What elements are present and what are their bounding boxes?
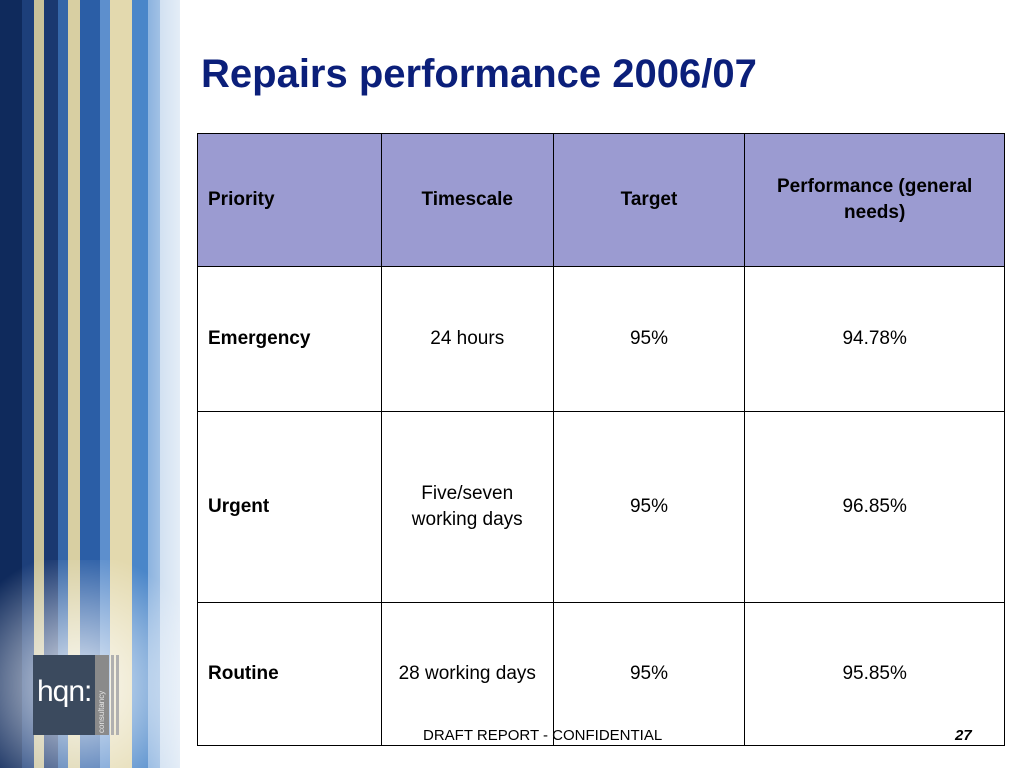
company-logo: hqn: consultancy: [33, 655, 119, 735]
table-row: Emergency 24 hours 95% 94.78%: [197, 266, 1005, 412]
header-priority: Priority: [197, 133, 382, 267]
timescale-cell: 24 hours: [380, 266, 554, 412]
performance-cell: 94.78%: [744, 266, 1005, 412]
footer-label: DRAFT REPORT - CONFIDENTIAL: [423, 727, 663, 744]
page-number: 27: [955, 727, 972, 744]
logo-subtext: consultancy: [97, 690, 106, 733]
timescale-cell: 28 working days: [380, 602, 554, 746]
performance-cell: 95.85%: [744, 602, 1005, 746]
logo-text: hqn:: [37, 675, 92, 708]
header-performance: Performance (general needs): [744, 133, 1005, 267]
priority-cell: Urgent: [197, 411, 382, 603]
timescale-cell: Five/seven working days: [380, 411, 554, 603]
priority-cell: Emergency: [197, 266, 382, 412]
table-header-row: Priority Timescale Target Performance (g…: [197, 133, 1005, 267]
header-target: Target: [552, 133, 746, 267]
page-title: Repairs performance 2006/07: [201, 52, 757, 96]
header-timescale: Timescale: [380, 133, 554, 267]
repairs-performance-table: Priority Timescale Target Performance (g…: [197, 133, 1005, 746]
target-cell: 95%: [552, 602, 746, 746]
priority-cell: Routine: [197, 602, 382, 746]
target-cell: 95%: [552, 411, 746, 603]
table-row: Routine 28 working days 95% 95.85%: [197, 602, 1005, 746]
performance-cell: 96.85%: [744, 411, 1005, 603]
decorative-stripes: [0, 0, 210, 768]
target-cell: 95%: [552, 266, 746, 412]
table-row: Urgent Five/seven working days 95% 96.85…: [197, 411, 1005, 603]
